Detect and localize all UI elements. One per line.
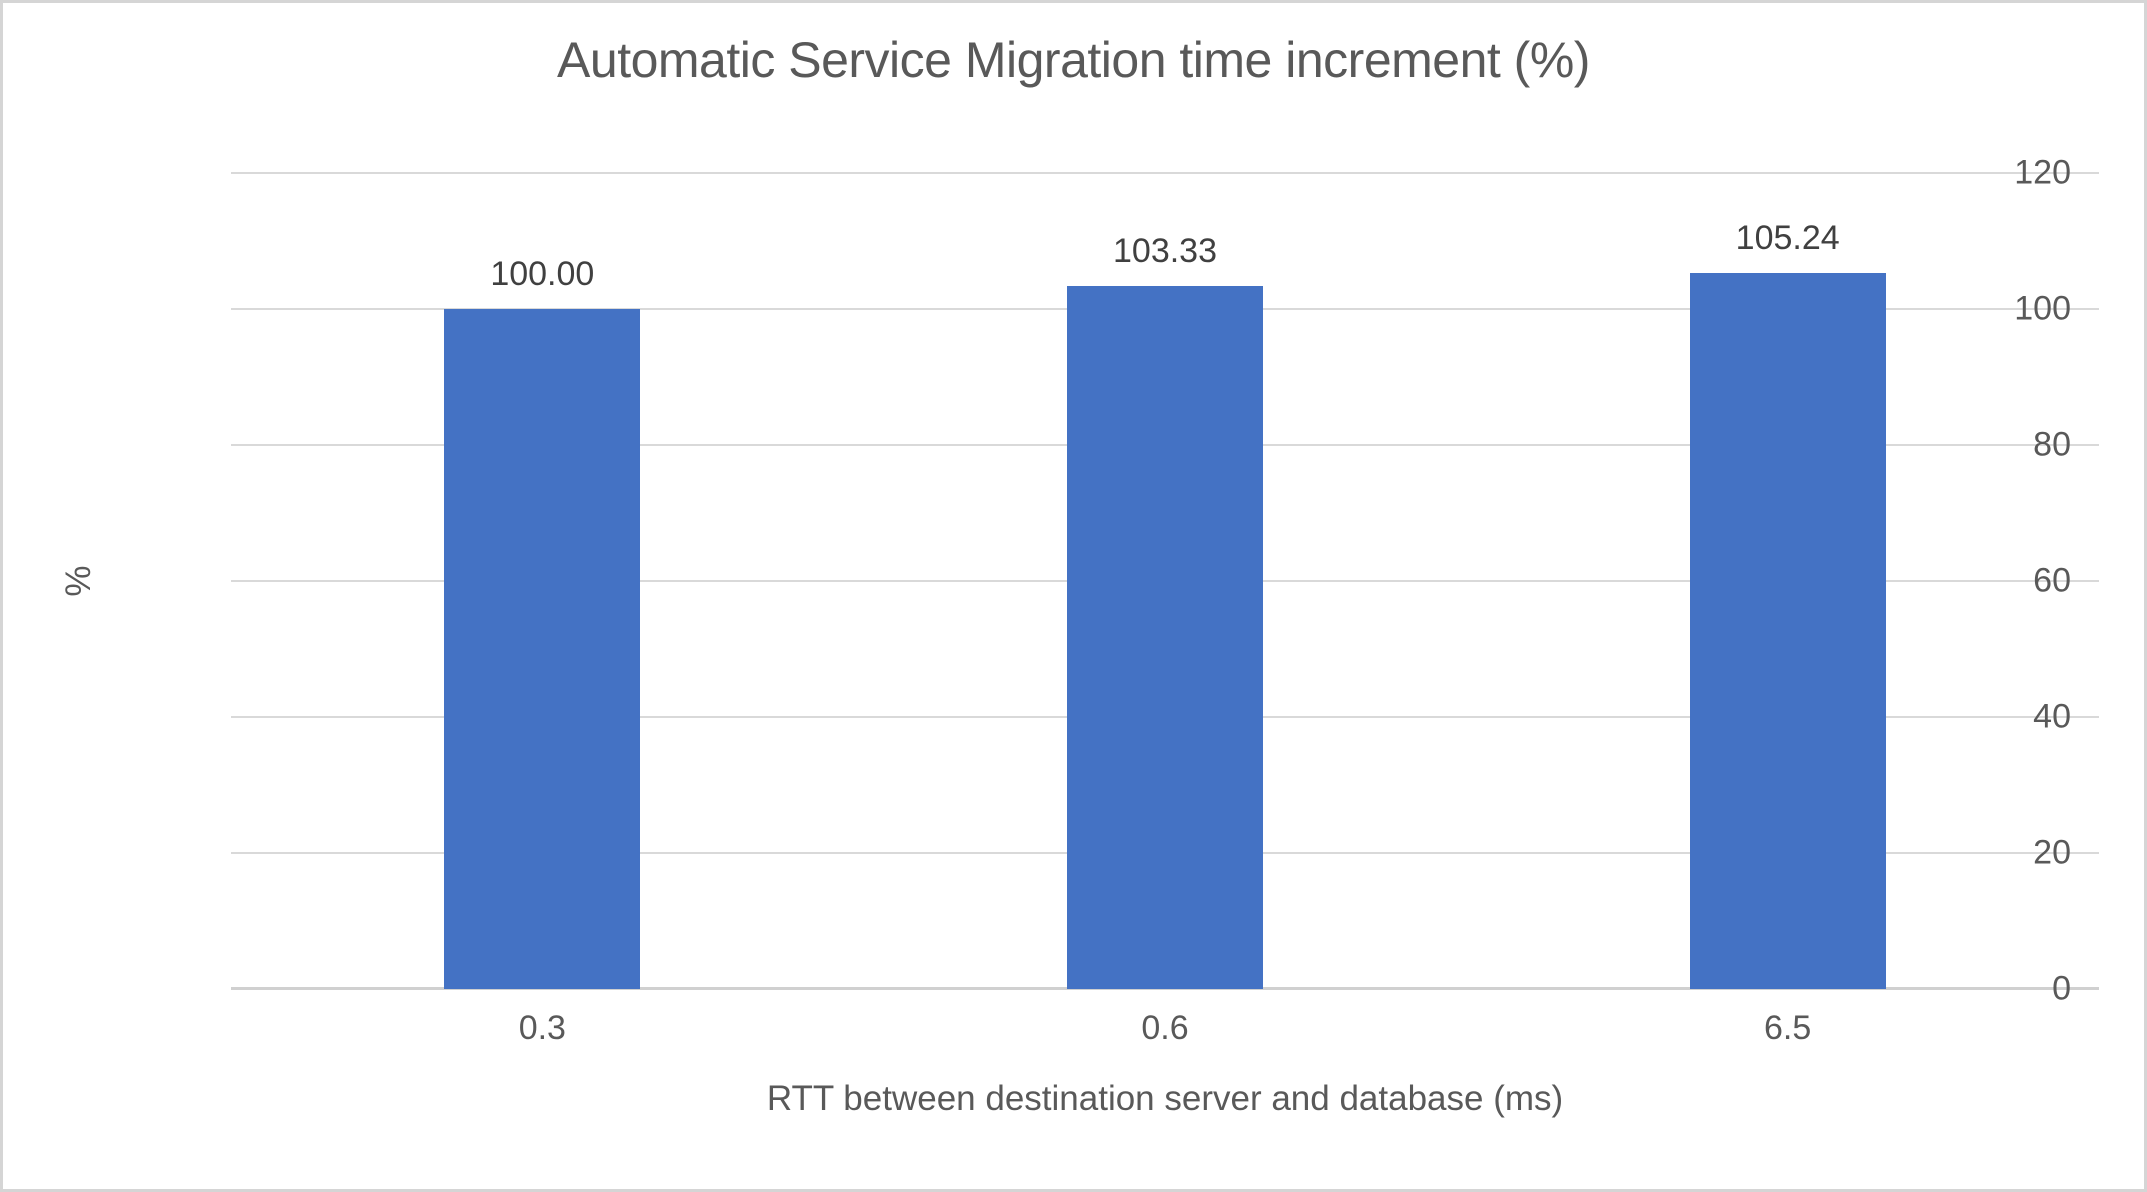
bar-6.5 bbox=[1689, 273, 1886, 989]
bar-0.6 bbox=[1067, 286, 1263, 989]
chart-title: Automatic Service Migration time increme… bbox=[557, 32, 1590, 88]
y-axis-tick-label: 120 bbox=[2014, 153, 2071, 192]
plot-area: 0 20 40 60 80 100 120 100.00 0.3 103.33 0.6 105.24 6… bbox=[231, 154, 2099, 1047]
bar-value-label: 100.00 bbox=[490, 255, 595, 293]
x-axis-tick-label: 6.5 bbox=[1764, 1009, 1812, 1047]
bar-value-label: 103.33 bbox=[1113, 232, 1217, 271]
y-axis-tick-label: 40 bbox=[2033, 697, 2071, 736]
gridline bbox=[231, 172, 2099, 174]
x-axis-title: RTT between destination server and datab… bbox=[766, 1079, 1564, 1118]
y-axis-title: % bbox=[59, 565, 98, 597]
x-axis-tick-label: 0.3 bbox=[518, 1009, 566, 1047]
y-axis-tick-label: 20 bbox=[2033, 833, 2071, 872]
bar-0.3 bbox=[444, 309, 641, 989]
y-axis-tick-label: 0 bbox=[2052, 969, 2071, 1008]
y-axis-tick-label: 60 bbox=[2033, 561, 2071, 600]
bar-value-label: 105.24 bbox=[1735, 219, 1840, 258]
y-axis-tick-label: 100 bbox=[2014, 289, 2071, 328]
x-axis-tick-label: 0.6 bbox=[1141, 1009, 1189, 1047]
y-axis-tick-label: 80 bbox=[2033, 425, 2071, 464]
